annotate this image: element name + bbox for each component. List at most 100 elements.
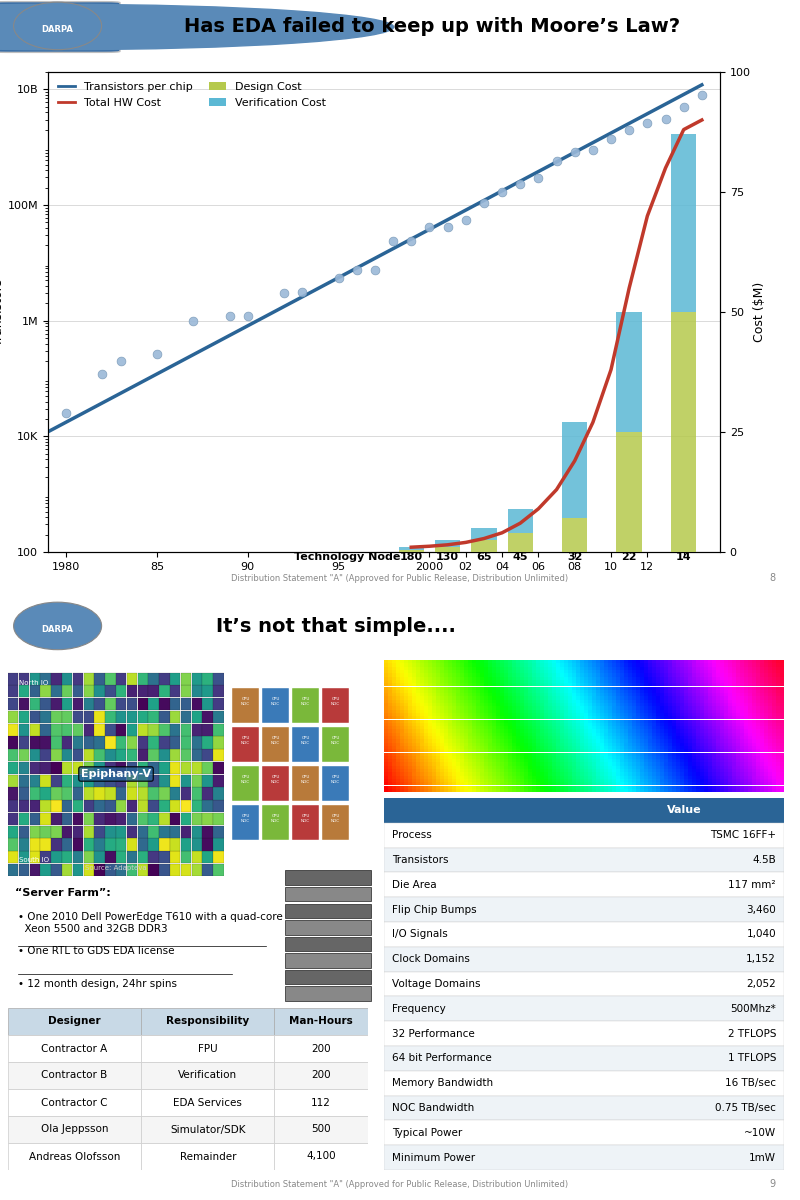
Bar [520,746,524,749]
Bar [688,686,692,690]
Bar [596,762,600,766]
Bar [444,716,448,719]
Bar [484,752,488,756]
Bar [232,688,259,722]
Bar [584,722,588,726]
Bar [744,660,748,664]
Bar [744,733,748,736]
Bar [756,788,760,792]
Bar [536,775,540,779]
Bar [412,713,416,716]
Bar [460,694,464,696]
Bar [752,726,756,730]
Bar [496,726,500,730]
Bar [536,707,540,709]
Bar [192,762,202,774]
Bar [496,660,500,664]
Bar [780,760,784,762]
Bar [202,724,213,736]
Bar [604,707,608,709]
Bar [772,713,776,716]
Bar [716,736,720,739]
Bar [556,739,560,743]
Bar [688,690,692,692]
Bar [460,733,464,736]
Bar [716,769,720,773]
Text: 22: 22 [622,552,637,563]
Text: DARPA: DARPA [42,625,74,634]
Bar [684,788,688,792]
Bar [672,690,676,692]
Bar [149,774,158,787]
Bar [444,760,448,762]
Bar [724,752,728,756]
Bar [656,766,660,769]
Bar [604,709,608,713]
Bar [760,775,764,779]
Bar [760,686,764,690]
Bar [556,762,560,766]
Bar [540,707,544,709]
Bar [444,779,448,782]
Bar [768,775,772,779]
Text: Contractor B: Contractor B [42,1070,108,1080]
Bar [724,660,728,664]
Bar [564,703,568,706]
Bar [752,713,756,716]
Bar [660,752,664,756]
Bar [564,736,568,739]
Bar [560,720,564,722]
Bar [464,736,468,739]
Bar [692,680,696,683]
Bar [428,746,432,749]
Bar [620,749,624,752]
Bar [392,766,396,769]
Bar [214,762,223,774]
Bar [764,673,768,677]
Bar [520,673,524,677]
Bar [672,700,676,703]
Bar [700,746,704,749]
Bar [748,683,752,686]
Bar [552,739,556,743]
Bar [560,677,564,679]
Bar [404,680,408,683]
Bar [384,779,388,782]
Bar [712,667,716,670]
Bar [560,694,564,696]
Bar [656,670,660,673]
Bar [404,677,408,679]
Bar [700,756,704,758]
Point [369,260,382,280]
Bar [448,782,452,785]
Bar [748,680,752,683]
Bar [628,670,632,673]
Bar [544,779,548,782]
Bar [452,713,456,716]
Bar [544,700,548,703]
Bar [604,677,608,679]
Bar [464,766,468,769]
Bar [584,739,588,743]
Bar [724,775,728,779]
Bar [600,739,604,743]
Bar [568,690,572,692]
Text: CPU
NOC: CPU NOC [301,737,310,745]
Bar [396,749,400,752]
Bar [572,670,576,673]
Bar [728,736,732,739]
Bar [468,756,472,758]
Bar [772,703,776,706]
Bar [424,769,428,773]
Bar [716,686,720,690]
Bar [768,762,772,766]
Bar [608,749,612,752]
Bar [600,694,604,696]
Bar [520,782,524,785]
Bar [138,839,148,851]
Bar [732,733,736,736]
Bar [740,775,744,779]
Bar [500,670,504,673]
Bar [464,756,468,758]
Bar [496,788,500,792]
